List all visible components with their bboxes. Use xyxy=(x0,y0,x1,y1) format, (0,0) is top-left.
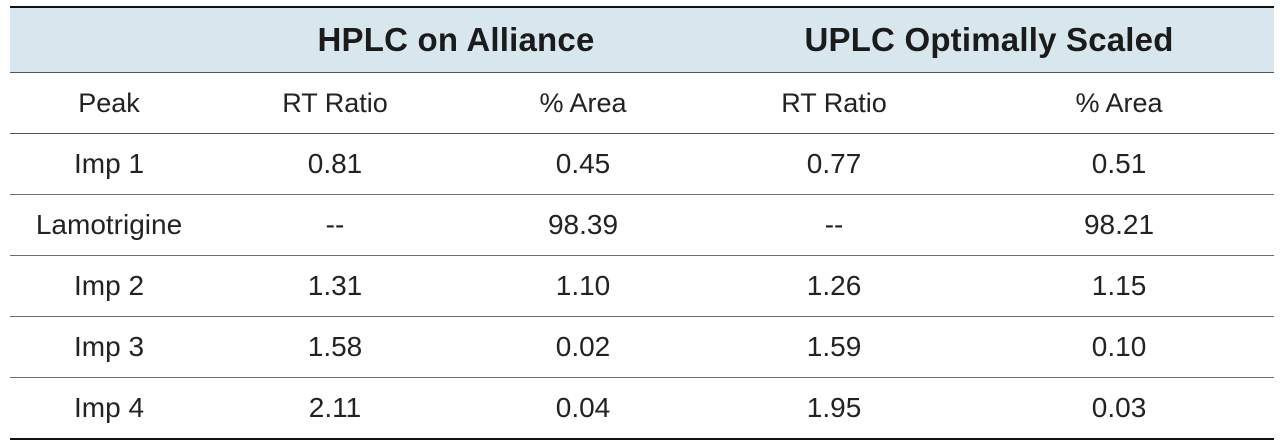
group-header-row: HPLC on Alliance UPLC Optimally Scaled xyxy=(10,6,1275,73)
group-header-hplc: HPLC on Alliance xyxy=(208,6,705,73)
group-header-uplc: UPLC Optimally Scaled xyxy=(704,6,1275,73)
cell-peak: Imp 4 xyxy=(10,377,208,440)
cell-hplc-rt-ratio: 2.11 xyxy=(208,377,462,440)
cell-uplc-rt-ratio: 1.95 xyxy=(704,377,965,440)
cell-hplc-rt-ratio: 0.81 xyxy=(208,133,462,195)
cell-uplc-area: 0.51 xyxy=(964,133,1275,195)
cell-peak: Imp 2 xyxy=(10,255,208,317)
column-header-uplc-area: % Area xyxy=(964,72,1275,134)
cell-uplc-area: 1.15 xyxy=(964,255,1275,317)
cell-hplc-rt-ratio: 1.58 xyxy=(208,316,462,378)
results-table-container: HPLC on Alliance UPLC Optimally Scaled P… xyxy=(10,6,1275,440)
cell-hplc-area: 0.45 xyxy=(462,133,705,195)
table-row: Imp 1 0.81 0.45 0.77 0.51 xyxy=(10,133,1275,195)
cell-uplc-rt-ratio: 1.26 xyxy=(704,255,965,317)
column-header-hplc-area: % Area xyxy=(462,72,705,134)
table-row: Imp 4 2.11 0.04 1.95 0.03 xyxy=(10,377,1275,440)
cell-uplc-area: 0.10 xyxy=(964,316,1275,378)
cell-uplc-area: 98.21 xyxy=(964,194,1275,256)
cell-uplc-rt-ratio: 0.77 xyxy=(704,133,965,195)
column-header-hplc-rt-ratio: RT Ratio xyxy=(208,72,462,134)
table-row: Imp 3 1.58 0.02 1.59 0.10 xyxy=(10,316,1275,378)
group-header-empty xyxy=(10,6,208,73)
cell-hplc-area: 0.04 xyxy=(462,377,705,440)
cell-hplc-area: 0.02 xyxy=(462,316,705,378)
cell-hplc-rt-ratio: 1.31 xyxy=(208,255,462,317)
table-row: Imp 2 1.31 1.10 1.26 1.15 xyxy=(10,255,1275,317)
cell-uplc-rt-ratio: -- xyxy=(704,194,965,256)
column-header-peak: Peak xyxy=(10,72,208,134)
cell-hplc-rt-ratio: -- xyxy=(208,194,462,256)
column-header-row: Peak RT Ratio % Area RT Ratio % Area xyxy=(10,72,1275,134)
column-header-uplc-rt-ratio: RT Ratio xyxy=(704,72,965,134)
table-row: Lamotrigine -- 98.39 -- 98.21 xyxy=(10,194,1275,256)
cell-hplc-area: 1.10 xyxy=(462,255,705,317)
cell-peak: Imp 3 xyxy=(10,316,208,378)
cell-hplc-area: 98.39 xyxy=(462,194,705,256)
cell-peak: Lamotrigine xyxy=(10,194,208,256)
cell-peak: Imp 1 xyxy=(10,133,208,195)
cell-uplc-area: 0.03 xyxy=(964,377,1275,440)
results-table: HPLC on Alliance UPLC Optimally Scaled P… xyxy=(10,6,1275,440)
cell-uplc-rt-ratio: 1.59 xyxy=(704,316,965,378)
